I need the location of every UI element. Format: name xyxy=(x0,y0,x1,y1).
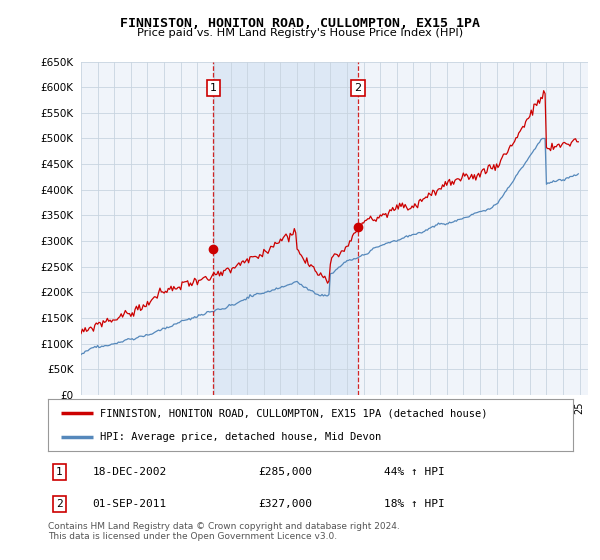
Text: HPI: Average price, detached house, Mid Devon: HPI: Average price, detached house, Mid … xyxy=(101,432,382,442)
Text: 1: 1 xyxy=(56,466,62,477)
Text: Price paid vs. HM Land Registry's House Price Index (HPI): Price paid vs. HM Land Registry's House … xyxy=(137,28,463,38)
Text: FINNISTON, HONITON ROAD, CULLOMPTON, EX15 1PA: FINNISTON, HONITON ROAD, CULLOMPTON, EX1… xyxy=(120,17,480,30)
Text: 44% ↑ HPI: 44% ↑ HPI xyxy=(384,466,445,477)
Text: £285,000: £285,000 xyxy=(258,466,312,477)
Text: £327,000: £327,000 xyxy=(258,499,312,509)
Text: 01-SEP-2011: 01-SEP-2011 xyxy=(92,499,167,509)
Text: Contains HM Land Registry data © Crown copyright and database right 2024.
This d: Contains HM Land Registry data © Crown c… xyxy=(48,522,400,542)
Text: 18% ↑ HPI: 18% ↑ HPI xyxy=(384,499,445,509)
Text: 18-DEC-2002: 18-DEC-2002 xyxy=(92,466,167,477)
Bar xyxy=(214,62,358,395)
Text: FINNISTON, HONITON ROAD, CULLOMPTON, EX15 1PA (detached house): FINNISTON, HONITON ROAD, CULLOMPTON, EX1… xyxy=(101,408,488,418)
Text: 2: 2 xyxy=(355,83,362,94)
Text: 2: 2 xyxy=(56,499,62,509)
Text: 1: 1 xyxy=(210,83,217,94)
